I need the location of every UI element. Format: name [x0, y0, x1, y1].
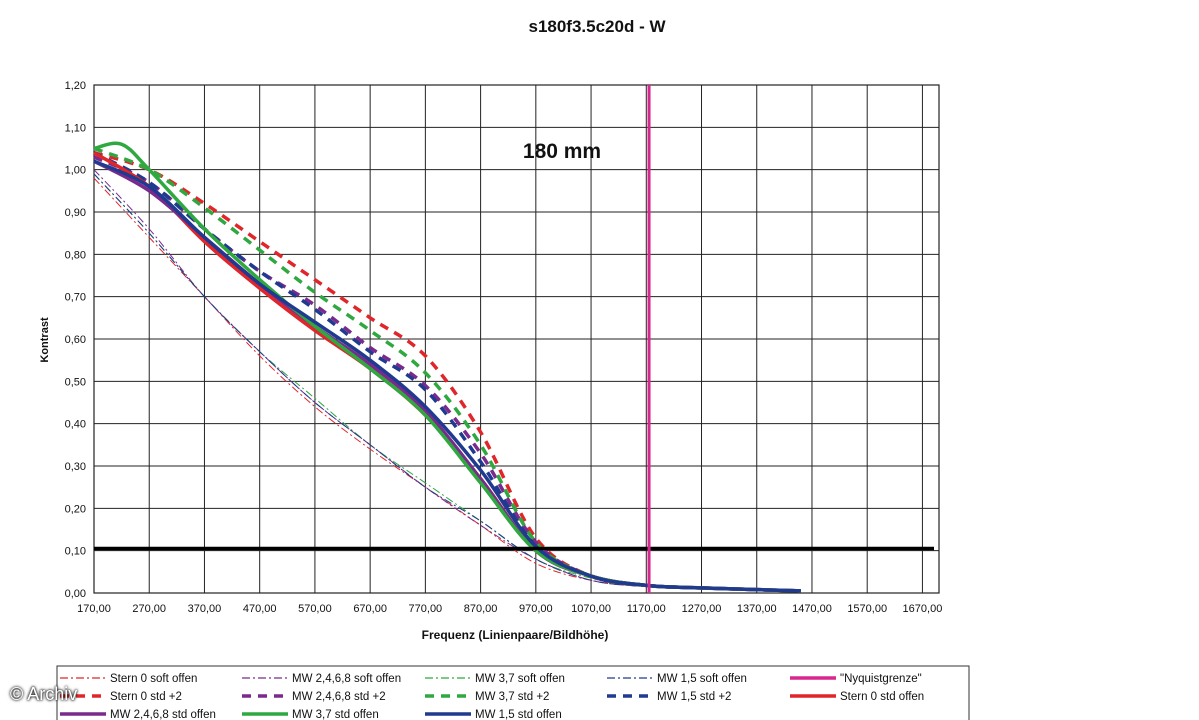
legend-label: MW 2,4,6,8 std offen: [110, 709, 216, 720]
legend-entry: MW 3,7 std +2: [425, 691, 549, 703]
y-tick-label: 0,10: [65, 546, 86, 558]
legend-label: MW 2,4,6,8 std +2: [292, 691, 386, 703]
legend-entry: MW 2,4,6,8 std +2: [242, 691, 386, 703]
x-tick-label: 1170,00: [627, 603, 666, 615]
x-tick-label: 270,00: [132, 603, 166, 615]
x-tick-label: 470,00: [243, 603, 277, 615]
legend-label: MW 3,7 std offen: [292, 709, 379, 720]
x-axis-label: Frequenz (Linienpaare/Bildhöhe): [422, 628, 609, 642]
legend-label: MW 1,5 soft offen: [657, 673, 747, 685]
x-tick-label: 670,00: [353, 603, 387, 615]
legend-entry: MW 2,4,6,8 std offen: [60, 709, 216, 720]
legend-entry: MW 3,7 soft offen: [425, 673, 565, 685]
y-axis-label: Kontrast: [39, 317, 51, 363]
y-tick-label: 0,00: [65, 588, 86, 600]
legend-entry: MW 1,5 std offen: [425, 709, 562, 720]
x-tick-label: 970,00: [519, 603, 553, 615]
x-tick-label: 870,00: [464, 603, 498, 615]
legend-entry: Stern 0 std offen: [790, 691, 924, 703]
legend-label: MW 2,4,6,8 soft offen: [292, 673, 401, 685]
legend-label: "Nyquistgrenze": [840, 673, 922, 685]
x-tick-label: 1270,00: [682, 603, 722, 615]
x-tick-label: 1570,00: [847, 603, 887, 615]
focal-length-annotation: 180 mm: [523, 140, 601, 163]
x-tick-label: 1070,00: [571, 603, 611, 615]
x-tick-label: 570,00: [298, 603, 332, 615]
legend-box: [56, 665, 970, 720]
series-line: [93, 151, 801, 593]
x-tick-label: 170,00: [77, 603, 111, 615]
legend-label: Stern 0 std +2: [110, 691, 182, 703]
x-tick-label: 370,00: [188, 603, 222, 615]
series-line: [93, 146, 801, 593]
x-tick-label: 1470,00: [792, 603, 832, 615]
y-tick-label: 1,00: [65, 165, 86, 177]
x-tick-label: 1670,00: [903, 603, 943, 615]
y-tick-label: 0,80: [65, 249, 86, 261]
reference-lines: [94, 85, 934, 593]
legend-label: MW 1,5 std offen: [475, 709, 562, 720]
x-tick-label: 770,00: [409, 603, 443, 615]
x-tick-label: 1370,00: [737, 603, 777, 615]
y-tick-label: 1,10: [65, 122, 86, 134]
y-tick-label: 0,50: [65, 376, 86, 388]
y-tick-label: 0,40: [65, 419, 86, 431]
legend-entry: MW 3,7 std offen: [242, 709, 379, 720]
archive-watermark: © Archiv: [10, 684, 78, 704]
legend-label: Stern 0 soft offen: [110, 673, 197, 685]
legend-entry: MW 1,5 std +2: [607, 691, 731, 703]
y-tick-label: 0,60: [65, 334, 86, 346]
series-line: [93, 159, 801, 593]
y-tick-label: 0,30: [65, 461, 86, 473]
y-tick-label: 1,20: [65, 80, 86, 92]
y-tick-label: 0,90: [65, 207, 86, 219]
legend-entry: MW 1,5 soft offen: [607, 673, 747, 685]
y-tick-label: 0,20: [65, 503, 86, 515]
legend-entry: Stern 0 std +2: [60, 691, 182, 703]
legend-entry: Stern 0 soft offen: [60, 673, 197, 685]
legend: Stern 0 soft offen MW 2,4,6,8 soft offen M…: [60, 673, 924, 720]
series-lines: [93, 141, 801, 593]
legend-entry: "Nyquistgrenze": [790, 673, 922, 685]
legend-label: MW 3,7 std +2: [475, 691, 549, 703]
legend-entry: MW 2,4,6,8 soft offen: [242, 673, 401, 685]
legend-label: Stern 0 std offen: [840, 691, 924, 703]
tick-labels: 170,00 270,00 370,00 470,00 570,00 670,00 770,…: [65, 80, 943, 615]
legend-label: MW 3,7 soft offen: [475, 673, 565, 685]
legend-label: MW 1,5 std +2: [657, 691, 731, 703]
y-tick-label: 0,70: [65, 292, 86, 304]
chart-title: s180f3.5c20d - W: [528, 17, 666, 36]
